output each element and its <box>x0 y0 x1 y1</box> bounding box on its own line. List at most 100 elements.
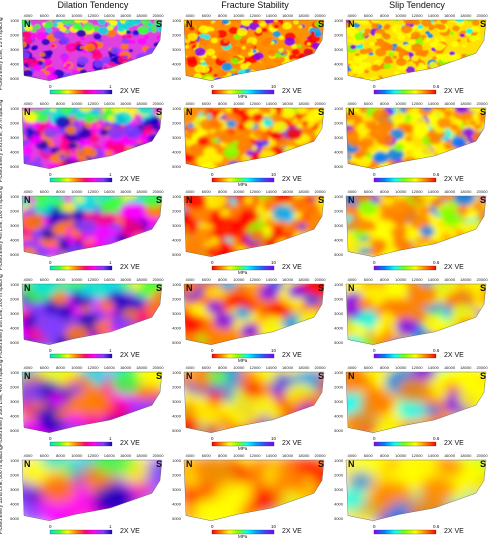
x-tick-label: 10000 <box>71 101 83 106</box>
x-tick-label: 14000 <box>104 13 116 18</box>
map-field <box>184 372 324 433</box>
x-tick-label: 10000 <box>233 453 245 458</box>
colorbar-min: 0 <box>373 524 376 529</box>
y-tick-label: 1000 <box>10 194 20 199</box>
x-tick-label: 12000 <box>87 13 99 18</box>
x-tick-label: 10000 <box>71 189 83 194</box>
colorbar-unit: MPa <box>238 534 248 539</box>
north-label: N <box>348 107 355 117</box>
y-tick-label: 3000 <box>172 223 182 228</box>
x-tick-label: 20000 <box>152 101 164 106</box>
x-tick-label: 18000 <box>136 101 148 106</box>
y-tick-label: 1000 <box>334 458 344 463</box>
x-tick-label: 18000 <box>136 453 148 458</box>
y-tick-label: 3000 <box>334 223 344 228</box>
colorbar-max: 10 <box>271 348 277 353</box>
y-tick-label: 3000 <box>10 487 20 492</box>
north-label: N <box>348 459 355 469</box>
south-label: S <box>318 195 325 205</box>
map-field <box>184 284 324 345</box>
colorbar-min: 0 <box>373 84 376 89</box>
x-tick-label: 18000 <box>298 189 310 194</box>
x-tick-label: 10000 <box>71 365 83 370</box>
y-tick-label: 4000 <box>172 62 182 67</box>
x-tick-label: 8000 <box>56 277 66 282</box>
x-tick-label: 12000 <box>411 189 423 194</box>
colorbar-max: 0.6 <box>433 172 440 177</box>
colorbar-min: 0 <box>49 172 52 177</box>
y-tick-label: 5000 <box>172 428 182 433</box>
ve-label: 2X VE <box>444 440 464 447</box>
south-label: S <box>156 371 163 381</box>
y-tick-label: 2000 <box>334 473 344 478</box>
x-tick-label: 18000 <box>136 365 148 370</box>
x-tick-label: 12000 <box>87 101 99 106</box>
x-tick-label: 18000 <box>136 13 148 18</box>
x-tick-label: 6000 <box>202 13 212 18</box>
south-label: S <box>156 19 163 29</box>
y-tick-label: 3000 <box>334 399 344 404</box>
map-panel: 4000 6000 8000 10000 12000 14000 16000 18000 200… <box>334 100 496 186</box>
x-tick-label: 12000 <box>249 101 261 106</box>
north-label: N <box>24 459 31 469</box>
x-tick-label: 12000 <box>249 365 261 370</box>
north-label: N <box>348 195 355 205</box>
colorbar-max: 0.6 <box>433 436 440 441</box>
colorbar-min: 0 <box>211 348 214 353</box>
map-panel: 4000 6000 8000 10000 12000 14000 16000 18000 200… <box>10 276 172 362</box>
colorbar-unit: MPa <box>238 94 248 99</box>
south-label: S <box>480 371 487 381</box>
x-tick-label: 20000 <box>152 13 164 18</box>
x-tick-label: 4000 <box>348 189 358 194</box>
x-tick-label: 14000 <box>428 189 440 194</box>
y-tick-label: 5000 <box>334 340 344 345</box>
x-tick-label: 8000 <box>380 189 390 194</box>
x-tick-label: 4000 <box>186 453 196 458</box>
x-tick-label: 14000 <box>104 453 116 458</box>
y-tick-label: 2000 <box>10 473 20 478</box>
map-svg: 4000 6000 8000 10000 12000 14000 16000 18000 200… <box>334 13 488 95</box>
x-tick-label: 16000 <box>120 101 132 106</box>
x-tick-label: 4000 <box>24 189 34 194</box>
x-tick-label: 4000 <box>186 277 196 282</box>
colorbar <box>49 177 113 183</box>
colorbar <box>211 265 275 271</box>
y-tick-label: 4000 <box>334 62 344 67</box>
x-tick-label: 10000 <box>395 453 407 458</box>
x-tick-label: 8000 <box>56 189 66 194</box>
y-tick-label: 4000 <box>10 502 20 507</box>
colorbar-min: 0 <box>49 524 52 529</box>
x-tick-label: 6000 <box>40 453 50 458</box>
y-tick-label: 5000 <box>334 76 344 81</box>
y-tick-label: 2000 <box>10 385 20 390</box>
north-label: N <box>24 195 31 205</box>
y-tick-label: 5000 <box>334 516 344 521</box>
north-label: N <box>348 19 355 29</box>
map-svg: 4000 6000 8000 10000 12000 14000 16000 18000 200… <box>10 189 164 271</box>
south-label: S <box>480 19 487 29</box>
colorbar <box>49 353 113 359</box>
y-tick-label: 2000 <box>172 33 182 38</box>
x-tick-label: 8000 <box>380 13 390 18</box>
y-tick-label: 5000 <box>172 164 182 169</box>
colorbar-unit: MPa <box>238 270 248 275</box>
map-svg: 4000 6000 8000 10000 12000 14000 16000 18000 200… <box>10 453 164 535</box>
y-tick-label: 3000 <box>172 135 182 140</box>
map-panel: 4000 6000 8000 10000 12000 14000 16000 18000 200… <box>172 100 334 187</box>
colorbar-min: 0 <box>373 436 376 441</box>
map-panel: 4000 6000 8000 10000 12000 14000 16000 18000 200… <box>10 12 172 98</box>
colorbar <box>49 265 113 271</box>
y-tick-label: 1000 <box>172 106 182 111</box>
colorbar-min: 0 <box>49 348 52 353</box>
x-tick-label: 6000 <box>40 189 50 194</box>
x-tick-label: 18000 <box>298 101 310 106</box>
colorbar-max: 0.6 <box>433 524 440 529</box>
x-tick-label: 4000 <box>186 13 196 18</box>
y-tick-label: 5000 <box>10 516 20 521</box>
colorbar <box>373 177 437 183</box>
north-label: N <box>348 371 355 381</box>
north-label: N <box>186 283 193 293</box>
x-tick-label: 10000 <box>395 189 407 194</box>
y-tick-label: 2000 <box>10 33 20 38</box>
x-tick-label: 10000 <box>395 277 407 282</box>
